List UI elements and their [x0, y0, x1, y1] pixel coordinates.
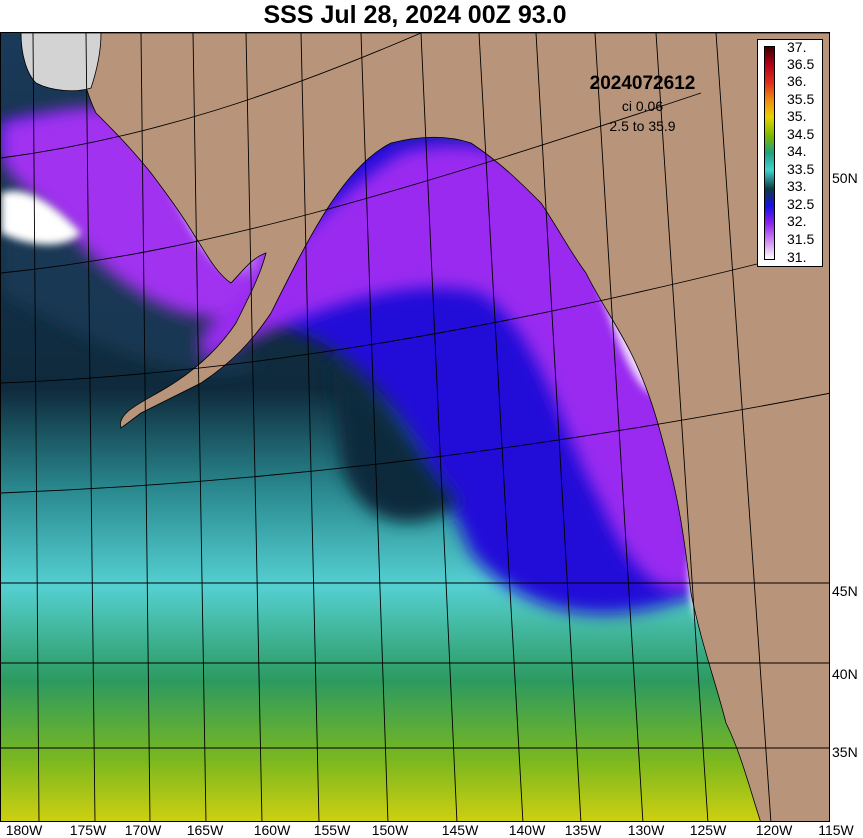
colorbar-label: 36. [787, 73, 807, 89]
lon-label-170w: 170W [124, 822, 162, 838]
colorbar-label: 36.5 [787, 56, 815, 72]
colorbar-label: 32.5 [787, 196, 815, 212]
lat-label-45n: 45N [832, 583, 858, 599]
colorbar-ramp [764, 46, 775, 260]
lon-label-165w: 165W [186, 822, 224, 838]
lat-label-35n: 35N [832, 744, 858, 760]
colorbar-label: 33.5 [787, 161, 815, 177]
land [70, 33, 829, 821]
lon-label-150w: 150W [371, 822, 409, 838]
colorbar-label: 33. [787, 178, 807, 194]
lon-label-145w: 145W [441, 822, 479, 838]
graticule [1, 33, 829, 821]
date-code: 2024072612 [589, 73, 696, 94]
lon-label-115w: 115W [818, 822, 854, 838]
lat-label-40n: 40N [832, 666, 858, 682]
colorbar-legend: 37. 36.5 36. 35.5 35. 34.5 34. 33.5 33. … [757, 39, 823, 267]
lon-label-175w: 175W [69, 822, 107, 838]
lon-label-180w: 180W [5, 822, 43, 838]
contour-interval: ci 0.06 [621, 98, 664, 114]
colorbar-label: 37. [787, 39, 807, 55]
colorbar-label: 32. [787, 213, 807, 229]
lon-label-160w: 160W [253, 822, 291, 838]
map-canvas [1, 33, 829, 821]
value-range: 2.5 to 35.9 [609, 118, 676, 134]
colorbar-label: 31.5 [787, 231, 815, 247]
lon-label-130w: 130W [627, 822, 665, 838]
colorbar-label: 34. [787, 143, 807, 159]
info-block: 2024072612 ci 0.06 2.5 to 35.9 [560, 72, 725, 136]
no-data-region [20, 33, 102, 92]
lon-label-140w: 140W [508, 822, 546, 838]
colorbar-label: 35. [787, 108, 807, 124]
lat-label-50n: 50N [832, 170, 858, 186]
lon-label-120w: 120W [755, 822, 793, 838]
lon-label-135w: 135W [564, 822, 602, 838]
lon-label-125w: 125W [689, 822, 727, 838]
colorbar-label: 35.5 [787, 91, 815, 107]
map-title: SSS Jul 28, 2024 00Z 93.0 [263, 1, 567, 29]
lon-label-155w: 155W [313, 822, 351, 838]
salinity-map [0, 32, 830, 822]
colorbar-label: 31. [787, 249, 807, 265]
colorbar-label: 34.5 [787, 126, 815, 142]
